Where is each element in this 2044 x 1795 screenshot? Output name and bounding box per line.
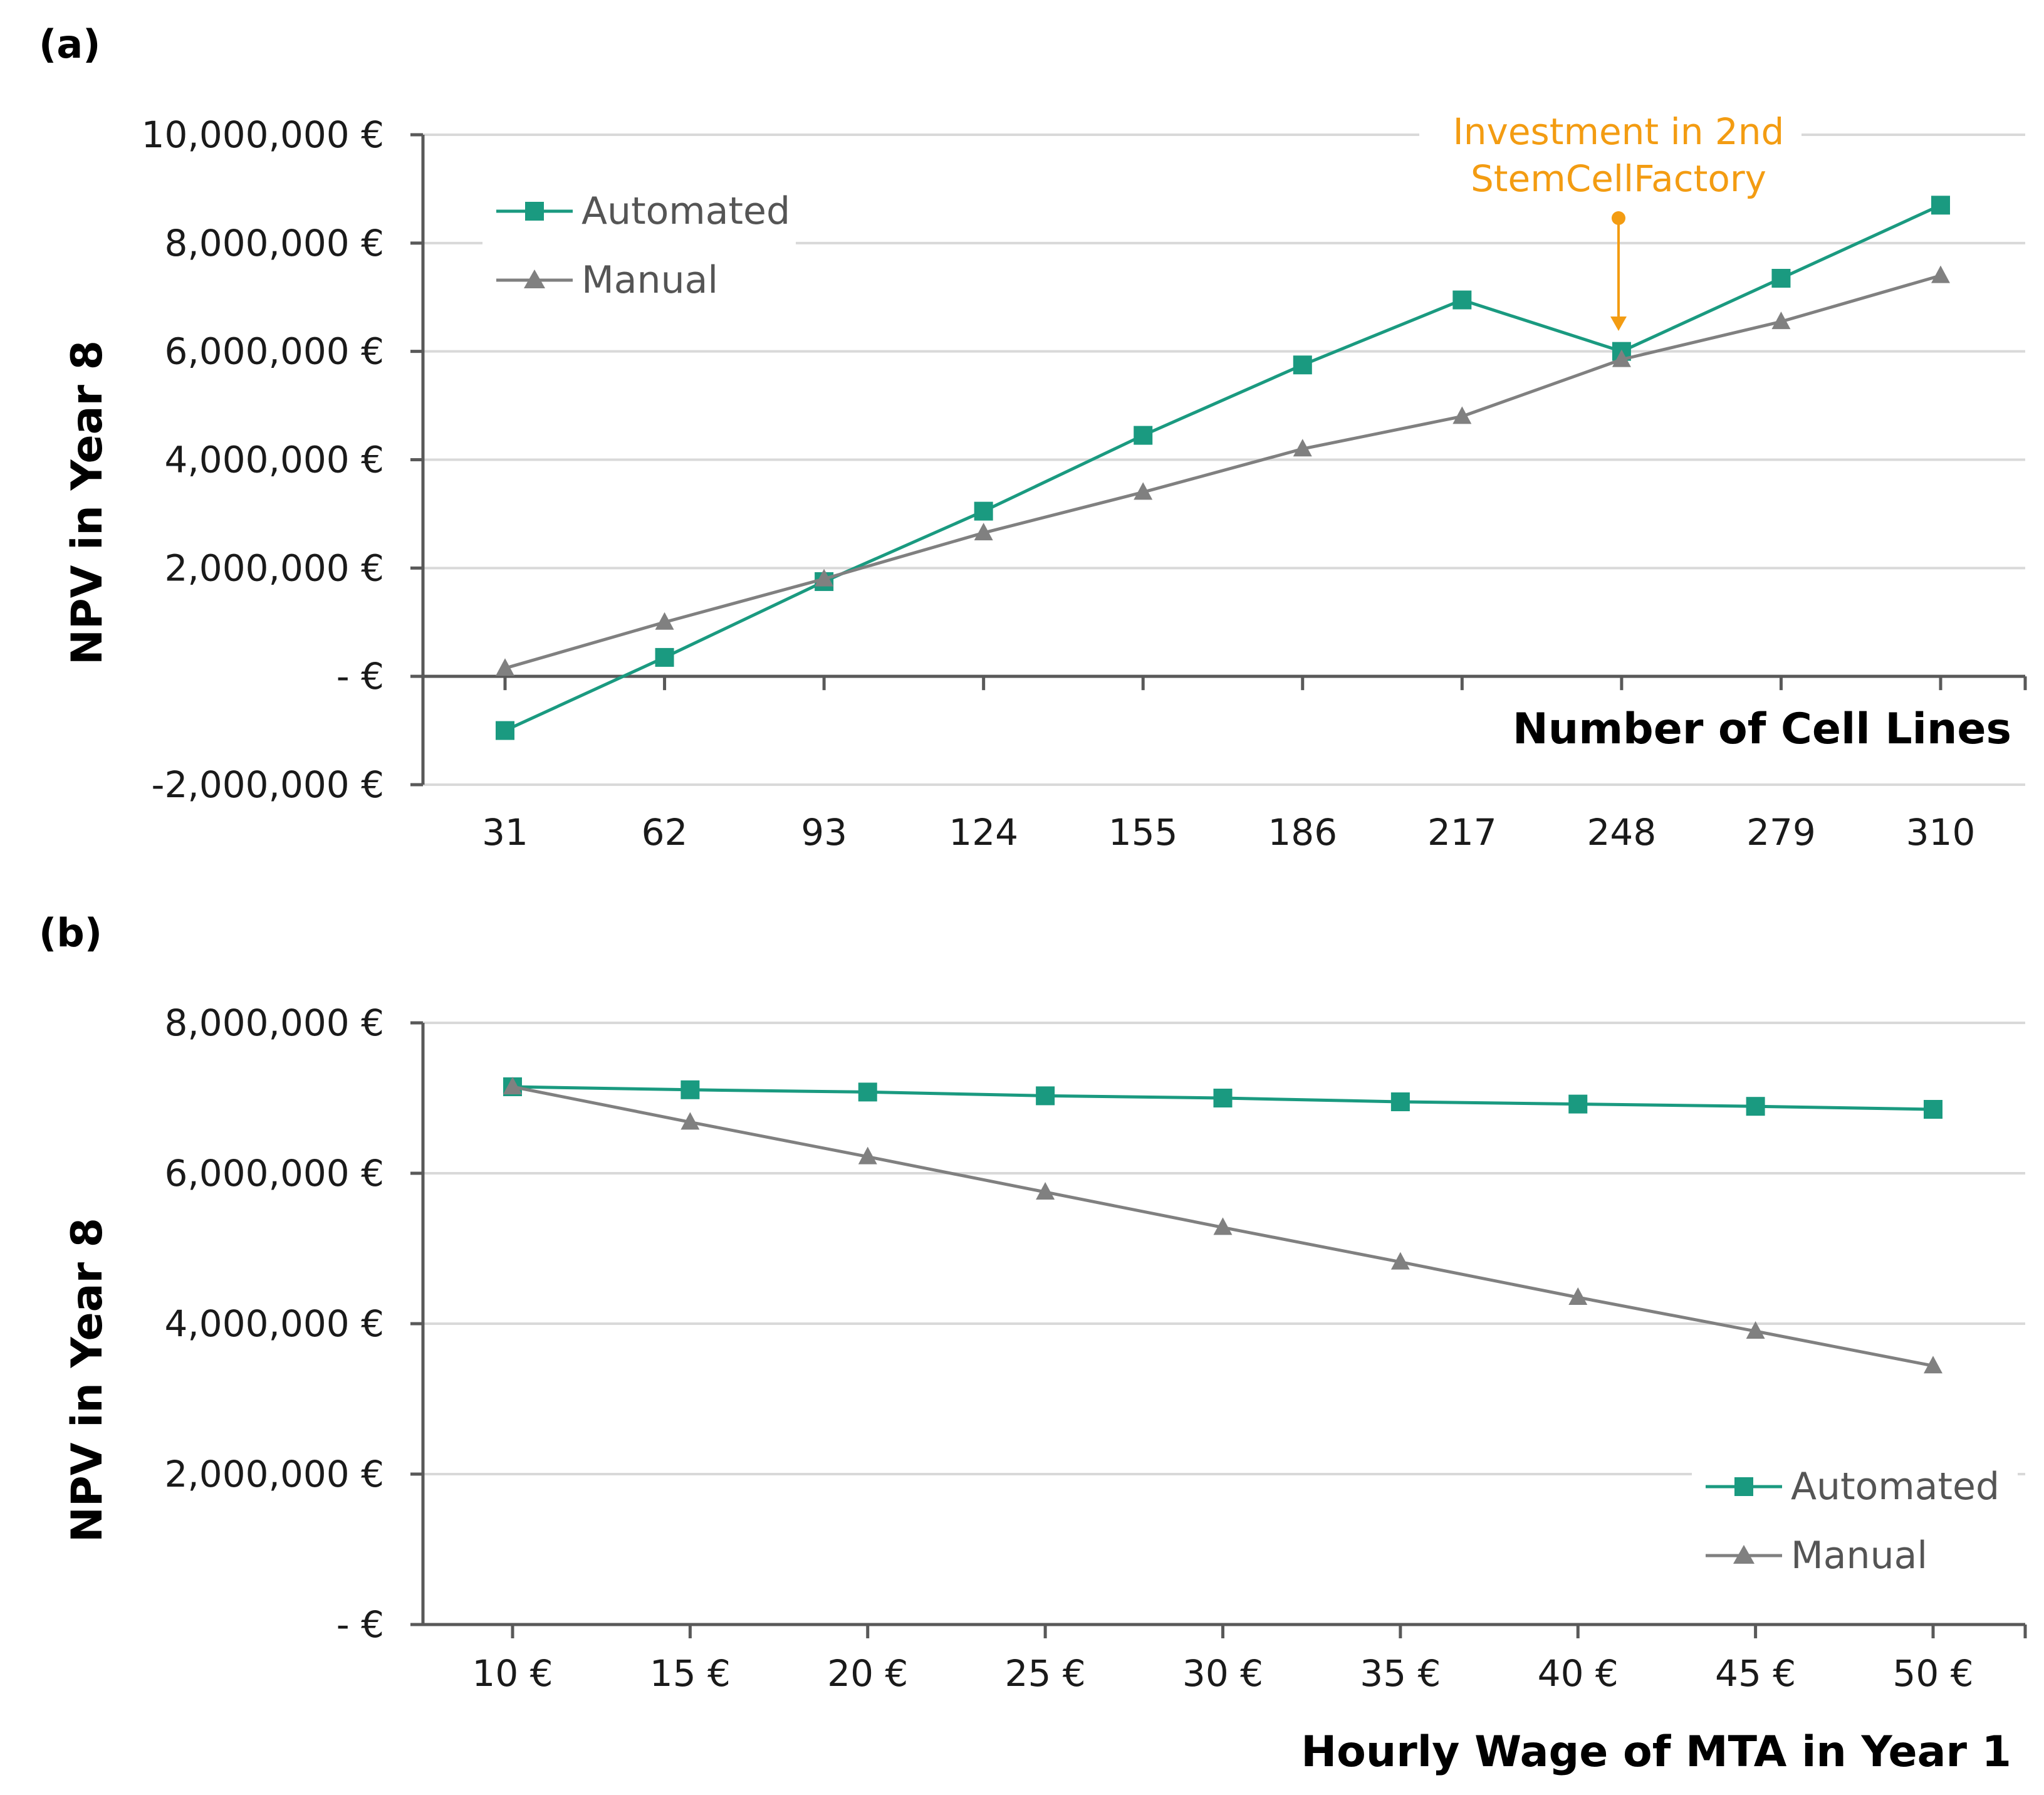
x-tick-label-124: 124 <box>949 811 1018 854</box>
y-tick-label: 2,000,000 € <box>164 547 384 589</box>
data-point-manual-93 <box>815 568 834 587</box>
y-tick-label: 6,000,000 € <box>164 330 384 373</box>
y-tick-label: 8,000,000 € <box>164 1002 384 1044</box>
y-tick-label: 6,000,000 € <box>164 1152 384 1195</box>
panel-a-legend: Automated Manual <box>482 175 796 302</box>
data-point-manual-124 <box>974 523 993 541</box>
data-point-automated-186 <box>1293 355 1312 375</box>
panel-a-y-axis-title: NPV in Year 8 <box>63 340 112 665</box>
x-tick-label-25: 25 € <box>1005 1652 1086 1695</box>
data-point-manual-31 <box>496 658 514 676</box>
annotation-arrow-head <box>1610 317 1627 331</box>
x-tick-label-50: 50 € <box>1892 1652 1973 1695</box>
x-tick-label-30: 30 € <box>1182 1652 1263 1695</box>
y-tick-label: 2,000,000 € <box>164 1453 384 1495</box>
data-point-manual-248 <box>1612 349 1631 367</box>
data-point-automated-20 <box>858 1082 877 1102</box>
data-point-manual-40 <box>1568 1287 1588 1305</box>
x-tick-label-310: 310 <box>1906 811 1976 854</box>
panel-b-legend: Automated Manual <box>1692 1454 2018 1578</box>
y-tick-label: 4,000,000 € <box>164 439 384 481</box>
y-tick-label: - € <box>336 655 384 698</box>
annotation-line-2: StemCellFactory <box>1471 157 1766 200</box>
data-point-automated-279 <box>1771 269 1791 288</box>
data-point-automated-31 <box>496 721 514 740</box>
x-tick-label-93: 93 <box>801 811 847 854</box>
panel-a: (a) -2,000,000 € - € 2,000,000 € 4,000,000 … <box>39 21 2027 854</box>
series-line-manual <box>504 274 1941 670</box>
x-tick-label-248: 248 <box>1587 811 1657 854</box>
data-point-automated-124 <box>974 501 993 521</box>
x-tick-label-62: 62 <box>642 811 688 854</box>
data-point-manual-50 <box>1924 1356 1942 1374</box>
panel-b: (b) - € 2,000,000 € 4,000,000 € 6,000,000 €… <box>39 910 2027 1777</box>
legend-automated-label: Automated <box>581 189 790 233</box>
panel-a-x-axis-title: Number of Cell Lines <box>1513 704 2011 754</box>
data-point-automated-155 <box>1134 426 1153 445</box>
legend-automated-marker <box>525 202 544 221</box>
x-tick-label-35: 35 € <box>1360 1652 1441 1695</box>
panel-b-y-axis-title: NPV in Year 8 <box>63 1218 112 1542</box>
data-point-automated-40 <box>1568 1094 1588 1114</box>
legend-manual-label: Manual <box>1791 1534 1927 1578</box>
data-point-automated-310 <box>1931 196 1950 215</box>
data-point-manual-45 <box>1746 1321 1765 1339</box>
data-point-automated-50 <box>1924 1100 1942 1119</box>
y-tick-label: 10,000,000 € <box>142 113 384 156</box>
data-point-manual-10 <box>503 1077 522 1094</box>
legend-automated-item: Automated <box>496 189 790 233</box>
x-tick-label-31: 31 <box>482 811 528 854</box>
legend-manual-label: Manual <box>581 258 718 302</box>
data-point-manual-35 <box>1390 1252 1410 1270</box>
data-point-manual-62 <box>655 612 674 630</box>
data-point-automated-15 <box>680 1080 700 1099</box>
data-point-manual-186 <box>1293 439 1312 457</box>
panel-b-x-axis-title: Hourly Wage of MTA in Year 1 <box>1301 1727 2011 1777</box>
legend-manual-item: Manual <box>1706 1534 1927 1578</box>
data-point-automated-45 <box>1746 1097 1765 1116</box>
y-tick-label: - € <box>336 1603 384 1646</box>
data-point-manual-30 <box>1213 1217 1233 1235</box>
legend-manual-item: Manual <box>496 258 718 302</box>
data-point-manual-217 <box>1452 406 1472 424</box>
data-point-automated-35 <box>1390 1092 1410 1111</box>
legend-automated-label: Automated <box>1791 1465 2000 1509</box>
annotation-line-1: Investment in 2nd <box>1453 110 1785 153</box>
series-manual <box>503 1077 1942 1374</box>
y-tick-label: -2,000,000 € <box>152 763 384 806</box>
legend-manual-marker <box>524 270 545 288</box>
data-point-automated-25 <box>1036 1086 1055 1106</box>
data-point-manual-279 <box>1771 311 1791 330</box>
data-point-manual-15 <box>680 1112 700 1130</box>
data-point-automated-217 <box>1452 290 1472 310</box>
series-manual <box>496 265 1950 676</box>
data-point-automated-62 <box>655 647 674 667</box>
data-point-automated-30 <box>1213 1089 1233 1107</box>
x-tick-label-217: 217 <box>1427 811 1497 854</box>
legend-manual-marker <box>1733 1545 1755 1564</box>
data-point-manual-20 <box>858 1146 877 1164</box>
panel-b-label: (b) <box>39 910 102 956</box>
legend-automated-item: Automated <box>1706 1465 2000 1509</box>
x-tick-label-10: 10 € <box>472 1652 553 1695</box>
x-tick-label-15: 15 € <box>650 1652 731 1695</box>
series-line-automated <box>504 204 1942 732</box>
data-point-manual-310 <box>1931 265 1950 283</box>
data-point-manual-155 <box>1134 482 1153 500</box>
x-tick-label-186: 186 <box>1268 811 1337 854</box>
investment-annotation: Investment in 2nd StemCellFactory <box>1419 107 1802 331</box>
x-tick-label-155: 155 <box>1108 811 1178 854</box>
data-point-manual-25 <box>1036 1182 1055 1200</box>
x-tick-label-45: 45 € <box>1715 1652 1796 1695</box>
y-tick-label: 4,000,000 € <box>164 1302 384 1345</box>
x-tick-label-20: 20 € <box>827 1652 908 1695</box>
x-tick-label-40: 40 € <box>1538 1652 1619 1695</box>
y-tick-label: 8,000,000 € <box>164 222 384 264</box>
x-tick-label-279: 279 <box>1746 811 1816 854</box>
legend-automated-marker <box>1734 1477 1753 1496</box>
panel-a-label: (a) <box>39 21 101 67</box>
